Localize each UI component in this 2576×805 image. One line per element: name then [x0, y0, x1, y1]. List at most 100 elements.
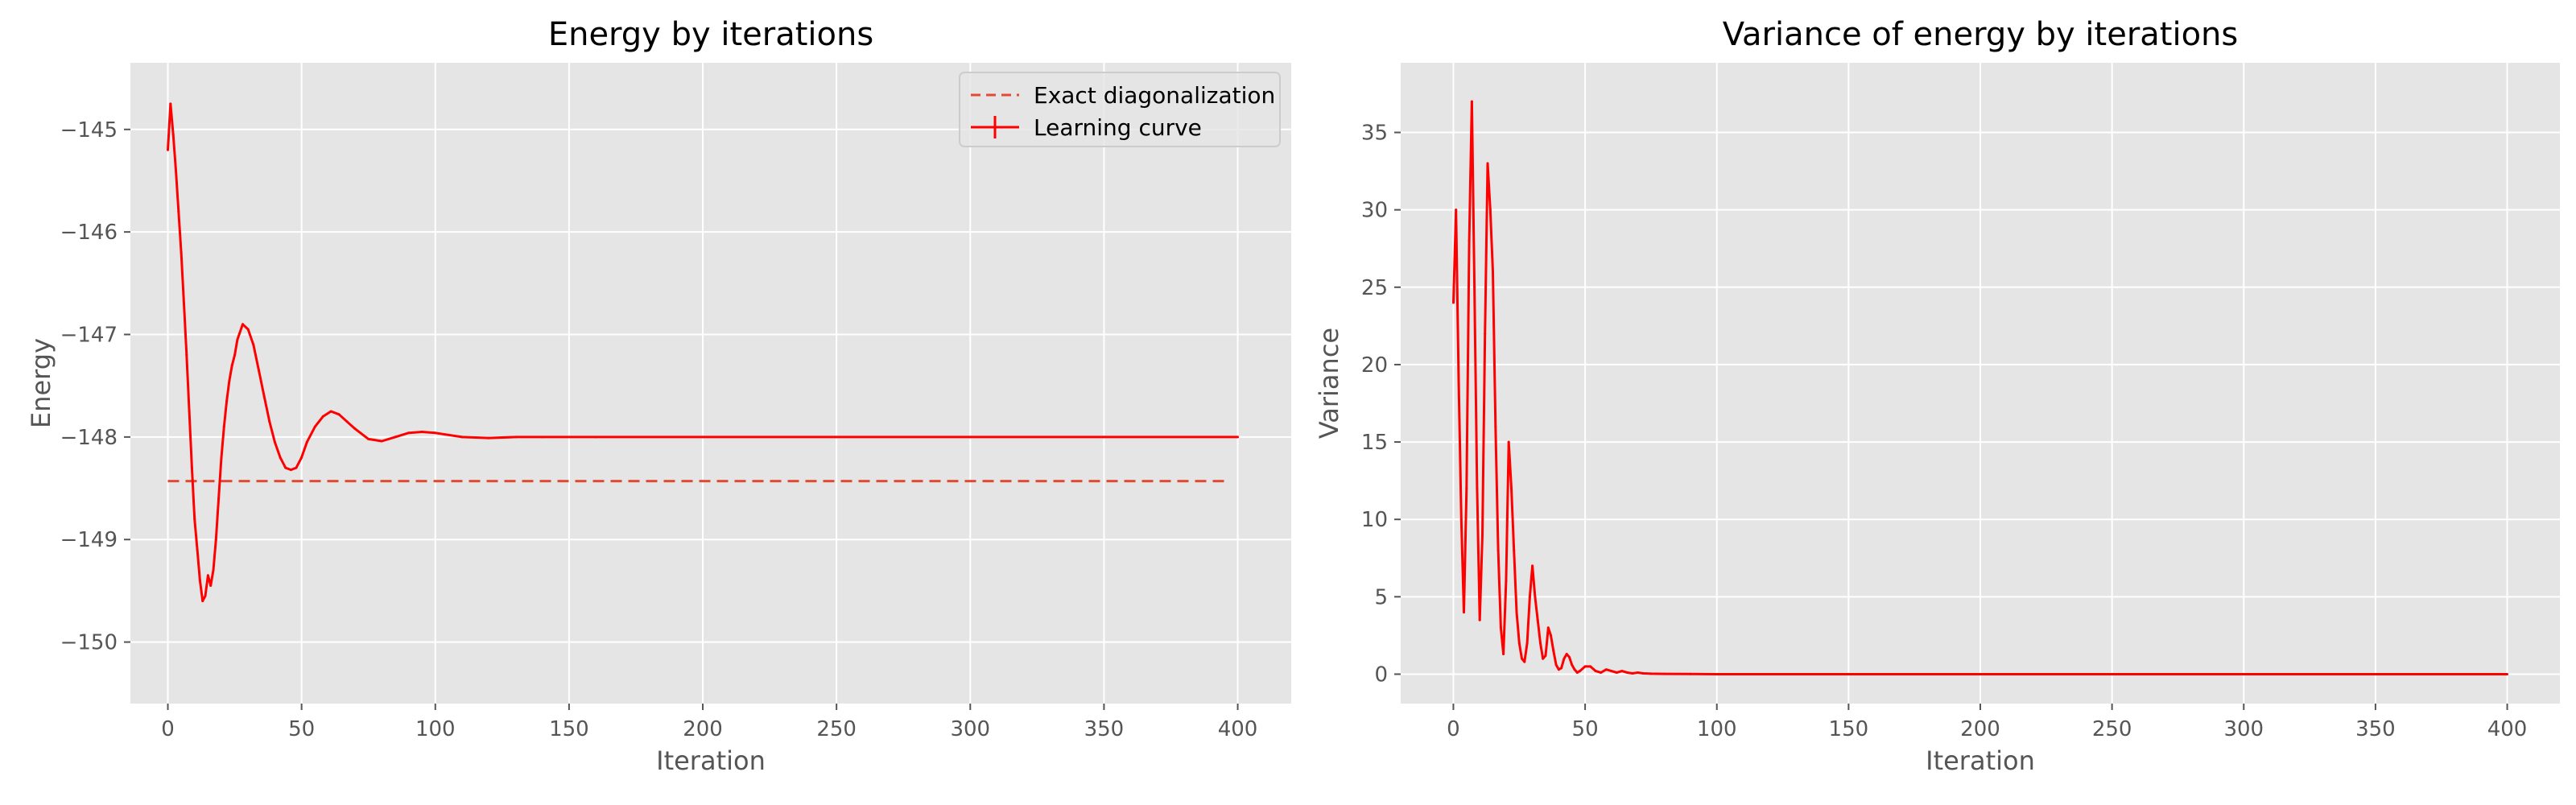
data-point: [169, 102, 172, 105]
data-point: [1637, 671, 1640, 675]
data-point: [182, 302, 185, 305]
x-tick-label: 300: [2223, 717, 2264, 741]
data-point: [1689, 672, 1692, 675]
data-point: [300, 456, 303, 459]
data-point: [246, 328, 250, 331]
data-point: [268, 420, 271, 423]
data-point: [1847, 672, 1850, 675]
data-point: [220, 456, 223, 459]
x-tick-label: 250: [816, 717, 857, 741]
data-point: [1589, 665, 1592, 668]
data-point: [380, 440, 383, 443]
data-point: [1507, 440, 1510, 444]
data-point: [305, 440, 308, 444]
data-point: [541, 436, 544, 439]
data-point: [353, 427, 357, 431]
y-axis-label: Energy: [26, 338, 56, 428]
y-tick-label: 5: [1374, 585, 1388, 609]
data-point: [337, 413, 341, 416]
x-tick-label: 350: [2355, 717, 2396, 741]
legend-label: Learning curve: [1034, 114, 1202, 141]
data-point: [1465, 487, 1468, 490]
data-point: [968, 436, 972, 439]
data-point: [1536, 618, 1539, 621]
data-point: [2242, 672, 2245, 675]
data-point: [273, 440, 276, 444]
data-point: [206, 574, 209, 577]
x-axis-label: Iteration: [656, 745, 766, 776]
data-point: [1615, 671, 1618, 675]
data-point: [1102, 436, 1105, 439]
y-tick-label: −150: [60, 631, 118, 655]
data-point: [1573, 668, 1576, 671]
y-tick-label: −146: [60, 221, 118, 245]
data-point: [2506, 672, 2509, 675]
data-point: [196, 548, 199, 551]
data-point: [460, 436, 464, 439]
data-point: [1610, 670, 1613, 673]
data-point: [201, 600, 204, 603]
data-point: [1499, 626, 1502, 630]
x-tick-label: 250: [2092, 717, 2132, 741]
data-point: [1494, 425, 1497, 428]
plot-area: [130, 63, 1291, 704]
y-tick-label: −145: [60, 118, 118, 142]
data-point: [407, 431, 411, 435]
data-point: [1544, 654, 1547, 657]
data-point: [2374, 672, 2377, 675]
data-point: [1480, 533, 1484, 536]
data-point: [1575, 671, 1579, 675]
data-point: [289, 469, 292, 472]
y-tick-label: 35: [1361, 122, 1388, 146]
data-point: [1542, 657, 1545, 660]
data-point: [1631, 672, 1634, 675]
data-point: [1525, 642, 1529, 645]
data-point: [1557, 668, 1560, 671]
data-point: [1563, 657, 1566, 660]
chart-title: Variance of energy by iterations: [1723, 16, 2238, 53]
data-point: [167, 148, 170, 151]
legend-label: Exact diagonalization: [1034, 82, 1275, 109]
data-point: [1509, 487, 1513, 490]
data-point: [1583, 665, 1587, 668]
data-point: [1620, 670, 1624, 673]
y-axis-label: Variance: [1314, 328, 1344, 439]
data-point: [1476, 487, 1479, 490]
x-tick-label: 0: [161, 717, 175, 741]
data-point: [171, 133, 175, 136]
x-axis-label: Iteration: [1926, 745, 2035, 776]
y-tick-label: 15: [1361, 431, 1388, 455]
data-point: [1554, 663, 1558, 667]
x-tick-label: 150: [549, 717, 589, 741]
data-point: [217, 497, 221, 500]
x-tick-label: 150: [1829, 717, 1869, 741]
data-point: [1571, 663, 1574, 667]
data-point: [367, 437, 370, 440]
x-tick-label: 100: [415, 717, 456, 741]
data-point: [701, 436, 704, 439]
data-point: [1505, 580, 1508, 583]
y-tick-label: −148: [60, 426, 118, 450]
y-tick-label: 25: [1361, 276, 1388, 300]
data-point: [1451, 301, 1455, 304]
data-point: [212, 568, 215, 572]
data-point: [313, 425, 316, 428]
x-tick-label: 50: [288, 717, 315, 741]
data-point: [1641, 672, 1645, 675]
data-point: [1473, 286, 1476, 289]
data-point: [190, 466, 193, 469]
data-point: [1236, 436, 1240, 439]
data-point: [420, 430, 423, 433]
data-point: [295, 466, 298, 469]
x-tick-label: 350: [1084, 717, 1125, 741]
data-point: [1604, 668, 1608, 671]
x-tick-label: 400: [2487, 717, 2528, 741]
data-point: [345, 420, 349, 423]
data-point: [1552, 650, 1555, 653]
data-point: [1523, 660, 1526, 663]
data-point: [1546, 626, 1550, 630]
data-point: [1470, 100, 1473, 103]
data-point: [329, 410, 332, 413]
data-point: [214, 538, 217, 541]
